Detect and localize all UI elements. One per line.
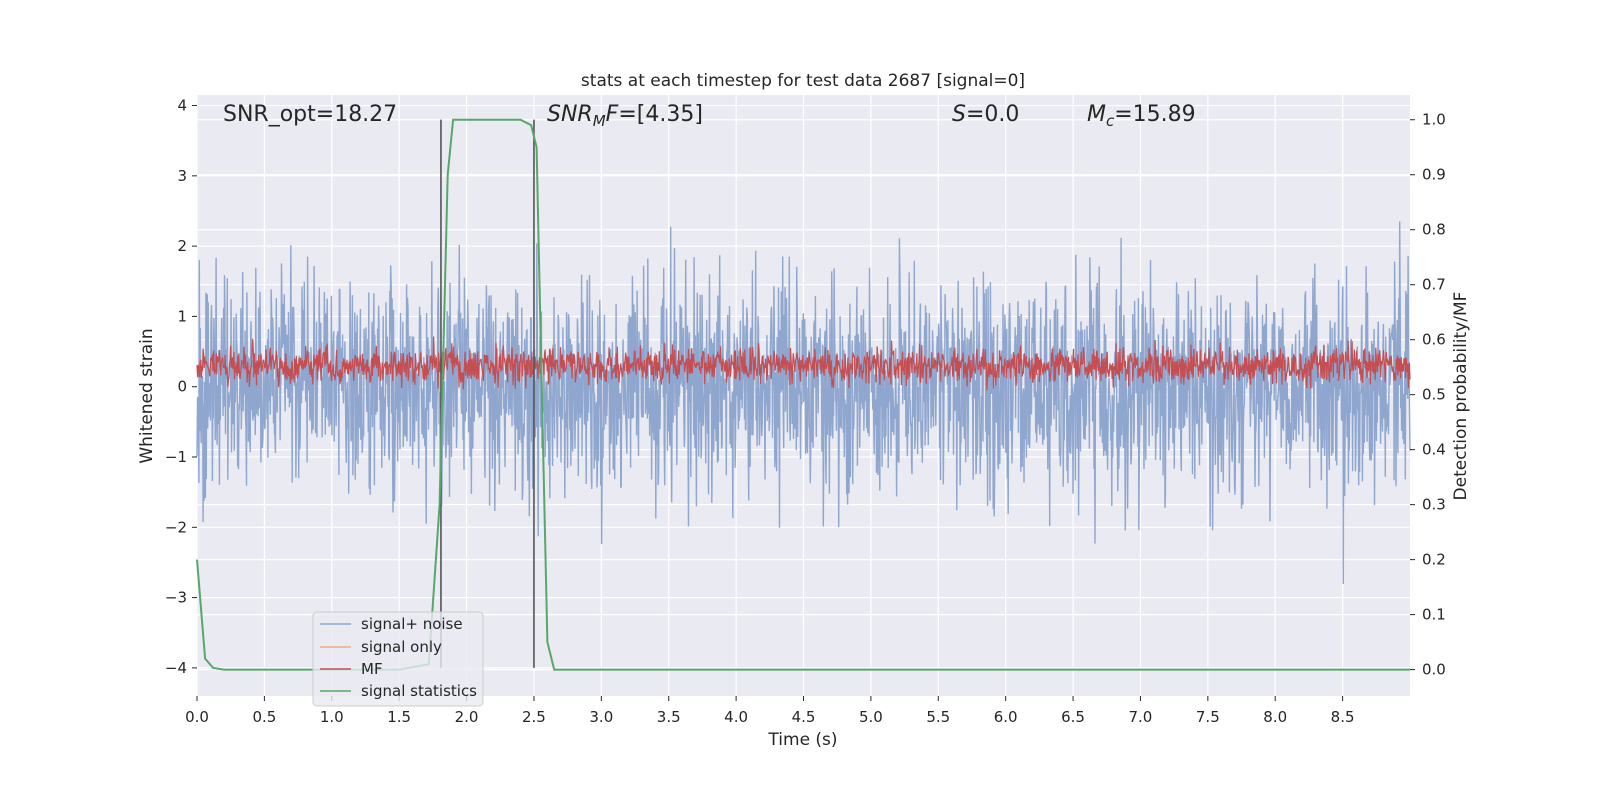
x-tick-label: 7.5 <box>1196 708 1220 726</box>
y-right-tick-label: 0.6 <box>1422 331 1446 349</box>
x-tick-label: 4.5 <box>792 708 816 726</box>
mf-line <box>196 336 1411 391</box>
legend-label-signal-only: signal only <box>361 638 442 656</box>
event-markers <box>440 119 535 668</box>
signal-statistics-line <box>196 118 1410 671</box>
x-tick-label: 6.5 <box>1061 708 1085 726</box>
x-tick-label: 3.0 <box>589 708 613 726</box>
y-right-tick-label: 1.0 <box>1422 111 1446 129</box>
y-right-tick-label: 0.7 <box>1422 276 1446 294</box>
legend-label-signal-statistics: signal statistics <box>361 682 477 700</box>
x-tick-label: 8.0 <box>1263 708 1287 726</box>
y-tick-label: −4 <box>165 659 187 677</box>
y-tick-label: 2 <box>177 237 187 255</box>
y-right-ticks: 1.0 0.9 0.8 0.7 0.6 0.5 0.4 0.3 0.2 0.1 0.0 <box>1410 111 1446 679</box>
y-axis-label: Whitened strain <box>137 328 157 463</box>
legend-label-mf: MF <box>361 660 383 678</box>
y-right-tick-label: 0.0 <box>1422 661 1446 679</box>
y-ticks: 4 3 2 1 0 −1 −2 −3 −4 <box>165 97 197 677</box>
legend-box <box>312 611 484 707</box>
x-tick-label: 0.5 <box>252 708 276 726</box>
y-tick-label: −3 <box>165 589 187 607</box>
mc-annotation: Mc=15.89 <box>1087 102 1196 130</box>
x-tick-label: 2.0 <box>455 708 479 726</box>
y-right-tick-label: 0.2 <box>1422 551 1446 569</box>
x-tick-label: 2.5 <box>522 708 546 726</box>
x-ticks: 0.0 0.5 1.0 1.5 2.0 2.5 3.0 3.5 4.0 4.5 5.0 5.5 6.0 6… <box>185 696 1355 726</box>
signal-noise-line <box>196 221 1411 585</box>
y-tick-label: −2 <box>165 518 187 536</box>
legend-label-signal-noise: signal+ noise <box>361 615 463 633</box>
y-tick-label: 0 <box>177 378 187 396</box>
signal-noise-series <box>196 221 1411 585</box>
y-right-tick-label: 0.1 <box>1422 606 1446 624</box>
snr-opt-annotation: SNR_opt=18.27 <box>223 102 397 127</box>
y-right-axis-label: Detection probability/MF <box>1451 292 1471 501</box>
x-tick-label: 5.5 <box>926 708 950 726</box>
x-tick-label: 8.5 <box>1331 708 1355 726</box>
x-tick-label: 1.0 <box>320 708 344 726</box>
y-right-tick-label: 0.4 <box>1422 441 1446 459</box>
x-tick-label: 3.5 <box>657 708 681 726</box>
x-tick-label: 5.0 <box>859 708 883 726</box>
y-right-tick-label: 0.8 <box>1422 221 1446 239</box>
x-axis-label: Time (s) <box>767 730 837 750</box>
x-tick-label: 4.0 <box>724 708 748 726</box>
y-tick-label: −1 <box>165 448 187 466</box>
y-right-tick-label: 0.5 <box>1422 386 1446 404</box>
signal-statistics-series <box>196 118 1410 671</box>
snr-mf-annotation: SNRMF=[4.35] <box>547 102 703 130</box>
chart-title: stats at each timestep for test data 268… <box>581 71 1025 91</box>
y-tick-label: 4 <box>177 97 187 115</box>
y-tick-label: 3 <box>177 167 187 185</box>
x-tick-label: 6.0 <box>994 708 1018 726</box>
x-tick-label: 1.5 <box>387 708 411 726</box>
s-annotation: S=0.0 <box>952 102 1019 127</box>
y-right-tick-label: 0.3 <box>1422 496 1446 514</box>
mf-series <box>196 336 1411 391</box>
x-tick-label: 0.0 <box>185 708 209 726</box>
x-tick-label: 7.0 <box>1129 708 1153 726</box>
legend: signal+ noise signal only MF signal stat… <box>312 611 484 707</box>
y-right-tick-label: 0.9 <box>1422 166 1446 184</box>
y-tick-label: 1 <box>177 307 187 325</box>
